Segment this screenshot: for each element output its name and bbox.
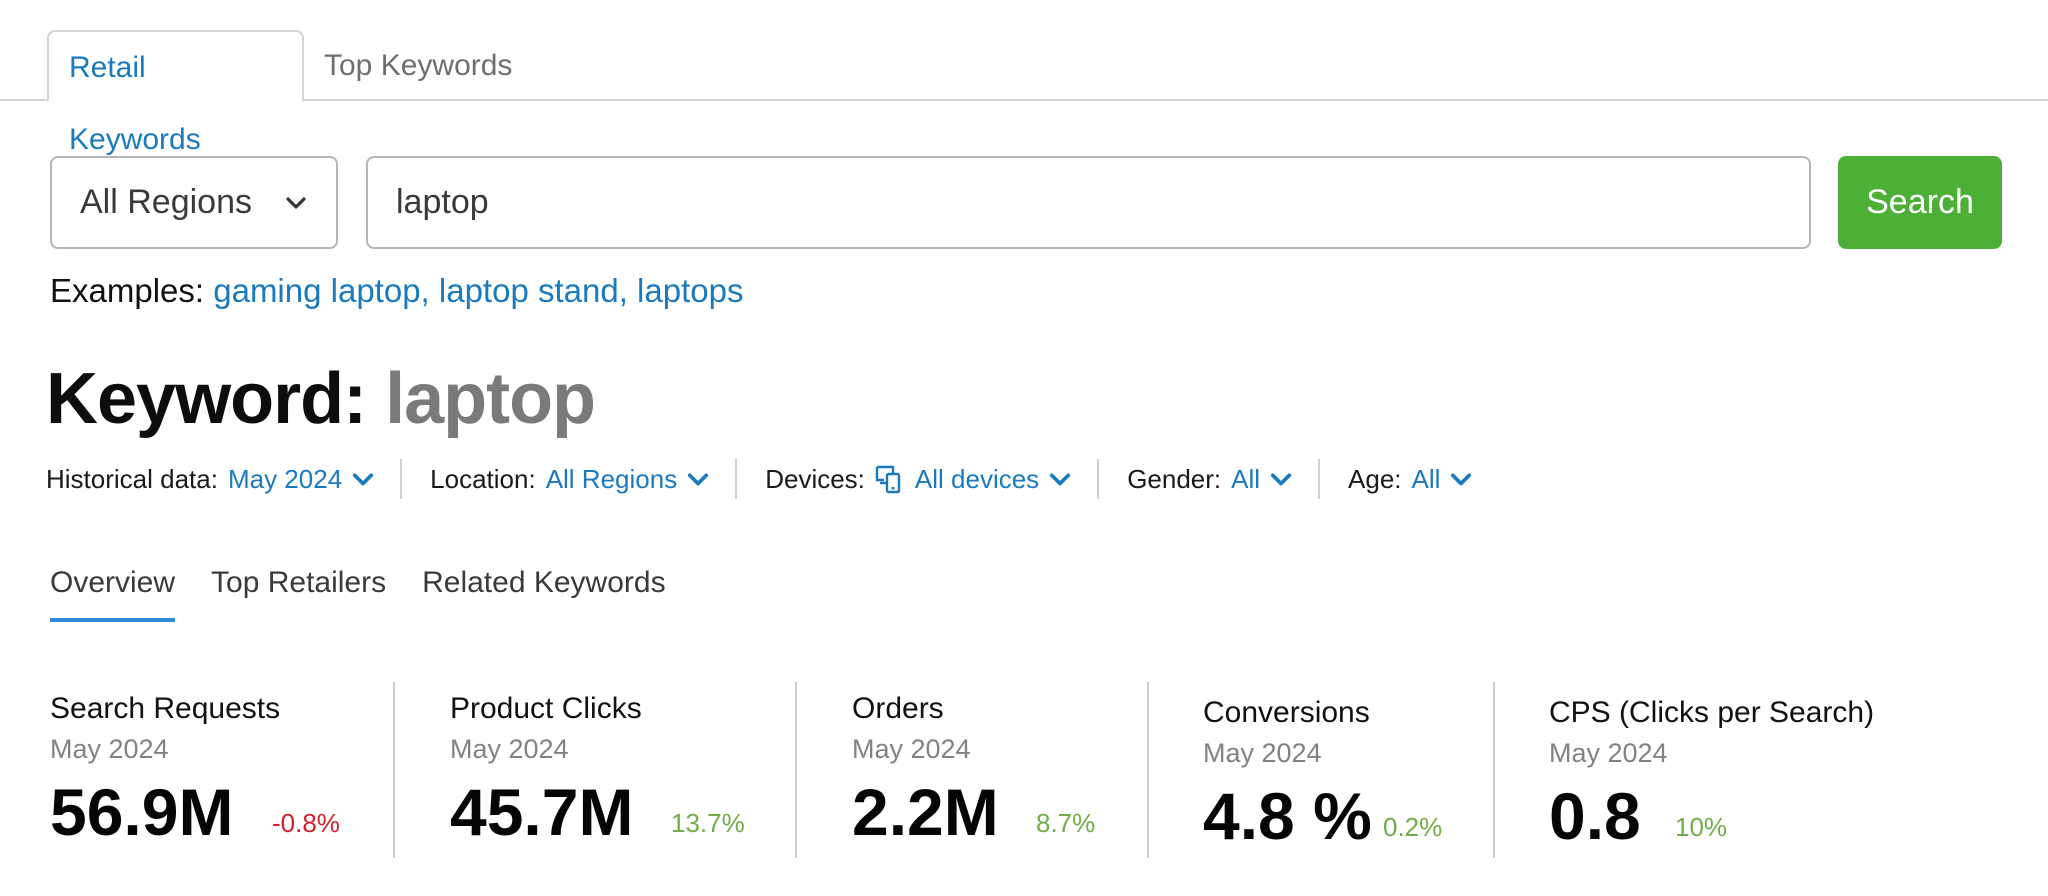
metric-change: 8.7% — [1036, 808, 1096, 838]
metric-date: May 2024 — [450, 734, 569, 764]
example-link-gaming-laptop[interactable]: gaming laptop, — [213, 272, 430, 309]
metric-search-requests: Search Requests May 2024 56.9M -0.8% — [50, 682, 393, 858]
chevron-down-icon[interactable] — [1450, 468, 1472, 490]
example-link-laptop-stand[interactable]: laptop stand, — [438, 272, 628, 309]
filter-gender: Gender: All — [1127, 459, 1321, 499]
metric-label: Search Requests — [50, 692, 281, 725]
filter-label: Location: — [430, 463, 536, 494]
age-dropdown[interactable]: All — [1411, 463, 1441, 494]
metric-label: Conversions — [1203, 696, 1370, 729]
filter-age: Age: All — [1348, 459, 1498, 499]
tab-retail-keywords[interactable]: Retail Keywords — [47, 30, 304, 156]
page-title-keyword: laptop — [385, 359, 596, 439]
metric-value: 45.7M — [450, 775, 634, 849]
metric-change: 10% — [1675, 812, 1728, 842]
devices-icon — [875, 465, 901, 494]
filter-label: Age: — [1348, 463, 1402, 494]
filter-location: Location: All Regions — [430, 459, 738, 499]
metric-label: CPS (Clicks per Search) — [1549, 696, 1875, 729]
filter-historical-data: Historical data: May 2024 — [46, 459, 403, 499]
search-button[interactable]: Search — [1838, 156, 2002, 249]
filter-label: Historical data: — [46, 463, 218, 494]
region-dropdown-value: All Regions — [80, 183, 252, 221]
metric-change: 0.2% — [1383, 812, 1443, 842]
filter-devices: Devices: All devices — [765, 459, 1100, 499]
metric-date: May 2024 — [1549, 738, 1668, 768]
metric-value: 4.8 % — [1203, 779, 1372, 853]
keyword-search-input[interactable] — [366, 156, 1811, 249]
location-dropdown[interactable]: All Regions — [545, 463, 678, 494]
top-tab-bar: Retail Keywords Top Keywords — [0, 0, 2048, 156]
chevron-down-icon[interactable] — [1270, 468, 1292, 490]
metric-orders: Orders May 2024 2.2M 8.7% — [795, 682, 1147, 858]
filter-label: Devices: — [765, 463, 865, 494]
tab-related-keywords[interactable]: Related Keywords — [422, 566, 666, 599]
section-tabs: Overview Top Retailers Related Keywords — [50, 560, 702, 622]
page-title: Keyword: laptop — [46, 358, 596, 440]
metric-value: 0.8 — [1549, 779, 1641, 853]
metric-value: 56.9M — [50, 775, 234, 849]
metric-product-clicks: Product Clicks May 2024 45.7M 13.7% — [393, 682, 795, 858]
filter-bar: Historical data: May 2024 Location: All … — [46, 458, 1526, 500]
metric-label: Product Clicks — [450, 692, 642, 725]
tab-overview[interactable]: Overview — [50, 560, 176, 622]
metric-date: May 2024 — [1203, 738, 1322, 768]
chevron-down-icon — [286, 197, 306, 209]
tab-top-retailers[interactable]: Top Retailers — [211, 566, 387, 599]
devices-dropdown[interactable]: All devices — [914, 463, 1040, 494]
example-link-laptops[interactable]: laptops — [637, 272, 744, 309]
metric-value: 2.2M — [852, 775, 999, 849]
region-dropdown[interactable]: All Regions — [50, 156, 338, 249]
chevron-down-icon[interactable] — [352, 468, 374, 490]
metric-change: -0.8% — [272, 808, 340, 838]
page-title-prefix: Keyword: — [46, 359, 367, 439]
filter-label: Gender: — [1127, 463, 1222, 494]
chevron-down-icon[interactable] — [1049, 468, 1071, 490]
tab-top-keywords[interactable]: Top Keywords — [324, 49, 513, 82]
metric-date: May 2024 — [50, 734, 169, 764]
metric-cps: CPS (Clicks per Search) May 2024 0.8 10% — [1493, 682, 1993, 858]
chevron-down-icon[interactable] — [687, 468, 709, 490]
metric-date: May 2024 — [852, 734, 971, 764]
metric-label: Orders — [852, 692, 944, 725]
examples-label: Examples: — [50, 272, 205, 309]
gender-dropdown[interactable]: All — [1231, 463, 1261, 494]
historical-data-dropdown[interactable]: May 2024 — [227, 463, 343, 494]
metric-conversions: Conversions May 2024 4.8 % 0.2% — [1147, 682, 1493, 858]
metric-change: 13.7% — [671, 808, 745, 838]
examples-row: Examples: gaming laptop, laptop stand, l… — [50, 272, 743, 310]
